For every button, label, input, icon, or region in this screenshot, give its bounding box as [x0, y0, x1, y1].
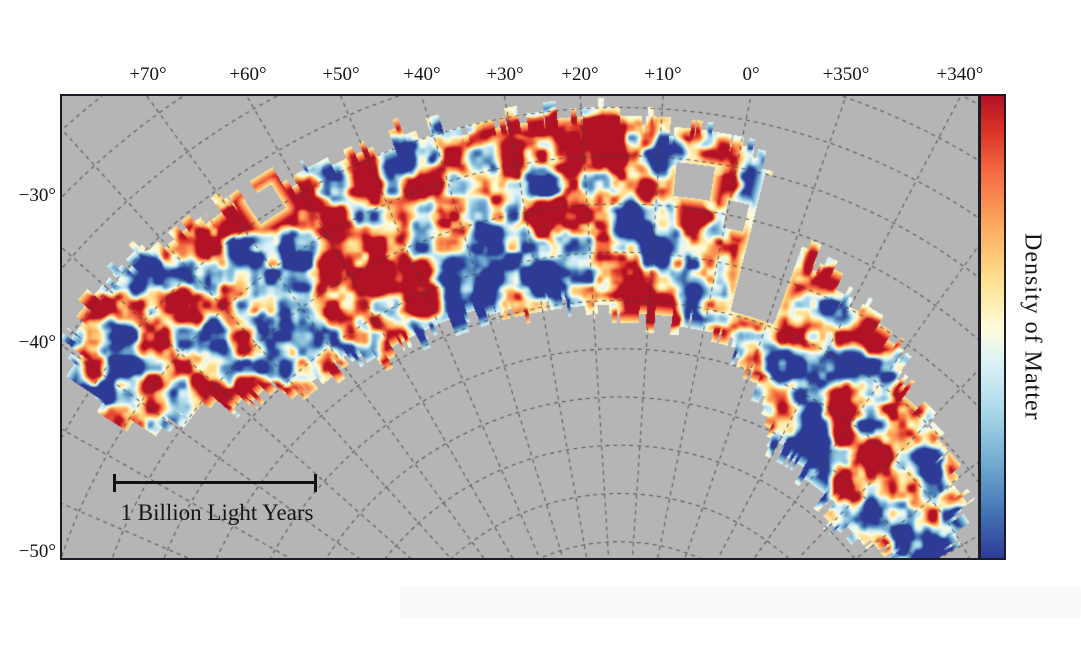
ra-tick-label: +60°: [229, 64, 267, 85]
dec-tick-label: −30°: [18, 185, 56, 206]
ra-tick-label: +50°: [322, 64, 360, 85]
scale-bar-label: 1 Billion Light Years: [120, 500, 314, 525]
colorbar-gradient: [979, 94, 1006, 560]
scale-bar: [113, 474, 317, 492]
dec-tick-label: −40°: [18, 332, 56, 353]
ra-tick-label: +20°: [561, 64, 599, 85]
dec-tick-label: −50°: [18, 541, 56, 562]
ra-tick-label: +350°: [822, 64, 870, 85]
colorbar-label: Density of Matter: [1019, 233, 1046, 421]
scale-bar-line: [113, 481, 317, 484]
ra-tick-label: +30°: [486, 64, 524, 85]
ra-tick-label: +340°: [936, 64, 984, 85]
faint-watermark-strip: [400, 586, 1081, 618]
ra-tick-label: +40°: [403, 64, 441, 85]
ra-tick-label: +70°: [129, 64, 167, 85]
ra-tick-label: +10°: [644, 64, 682, 85]
scale-bar-right-cap: [314, 474, 317, 492]
ra-tick-label: 0°: [742, 64, 760, 85]
